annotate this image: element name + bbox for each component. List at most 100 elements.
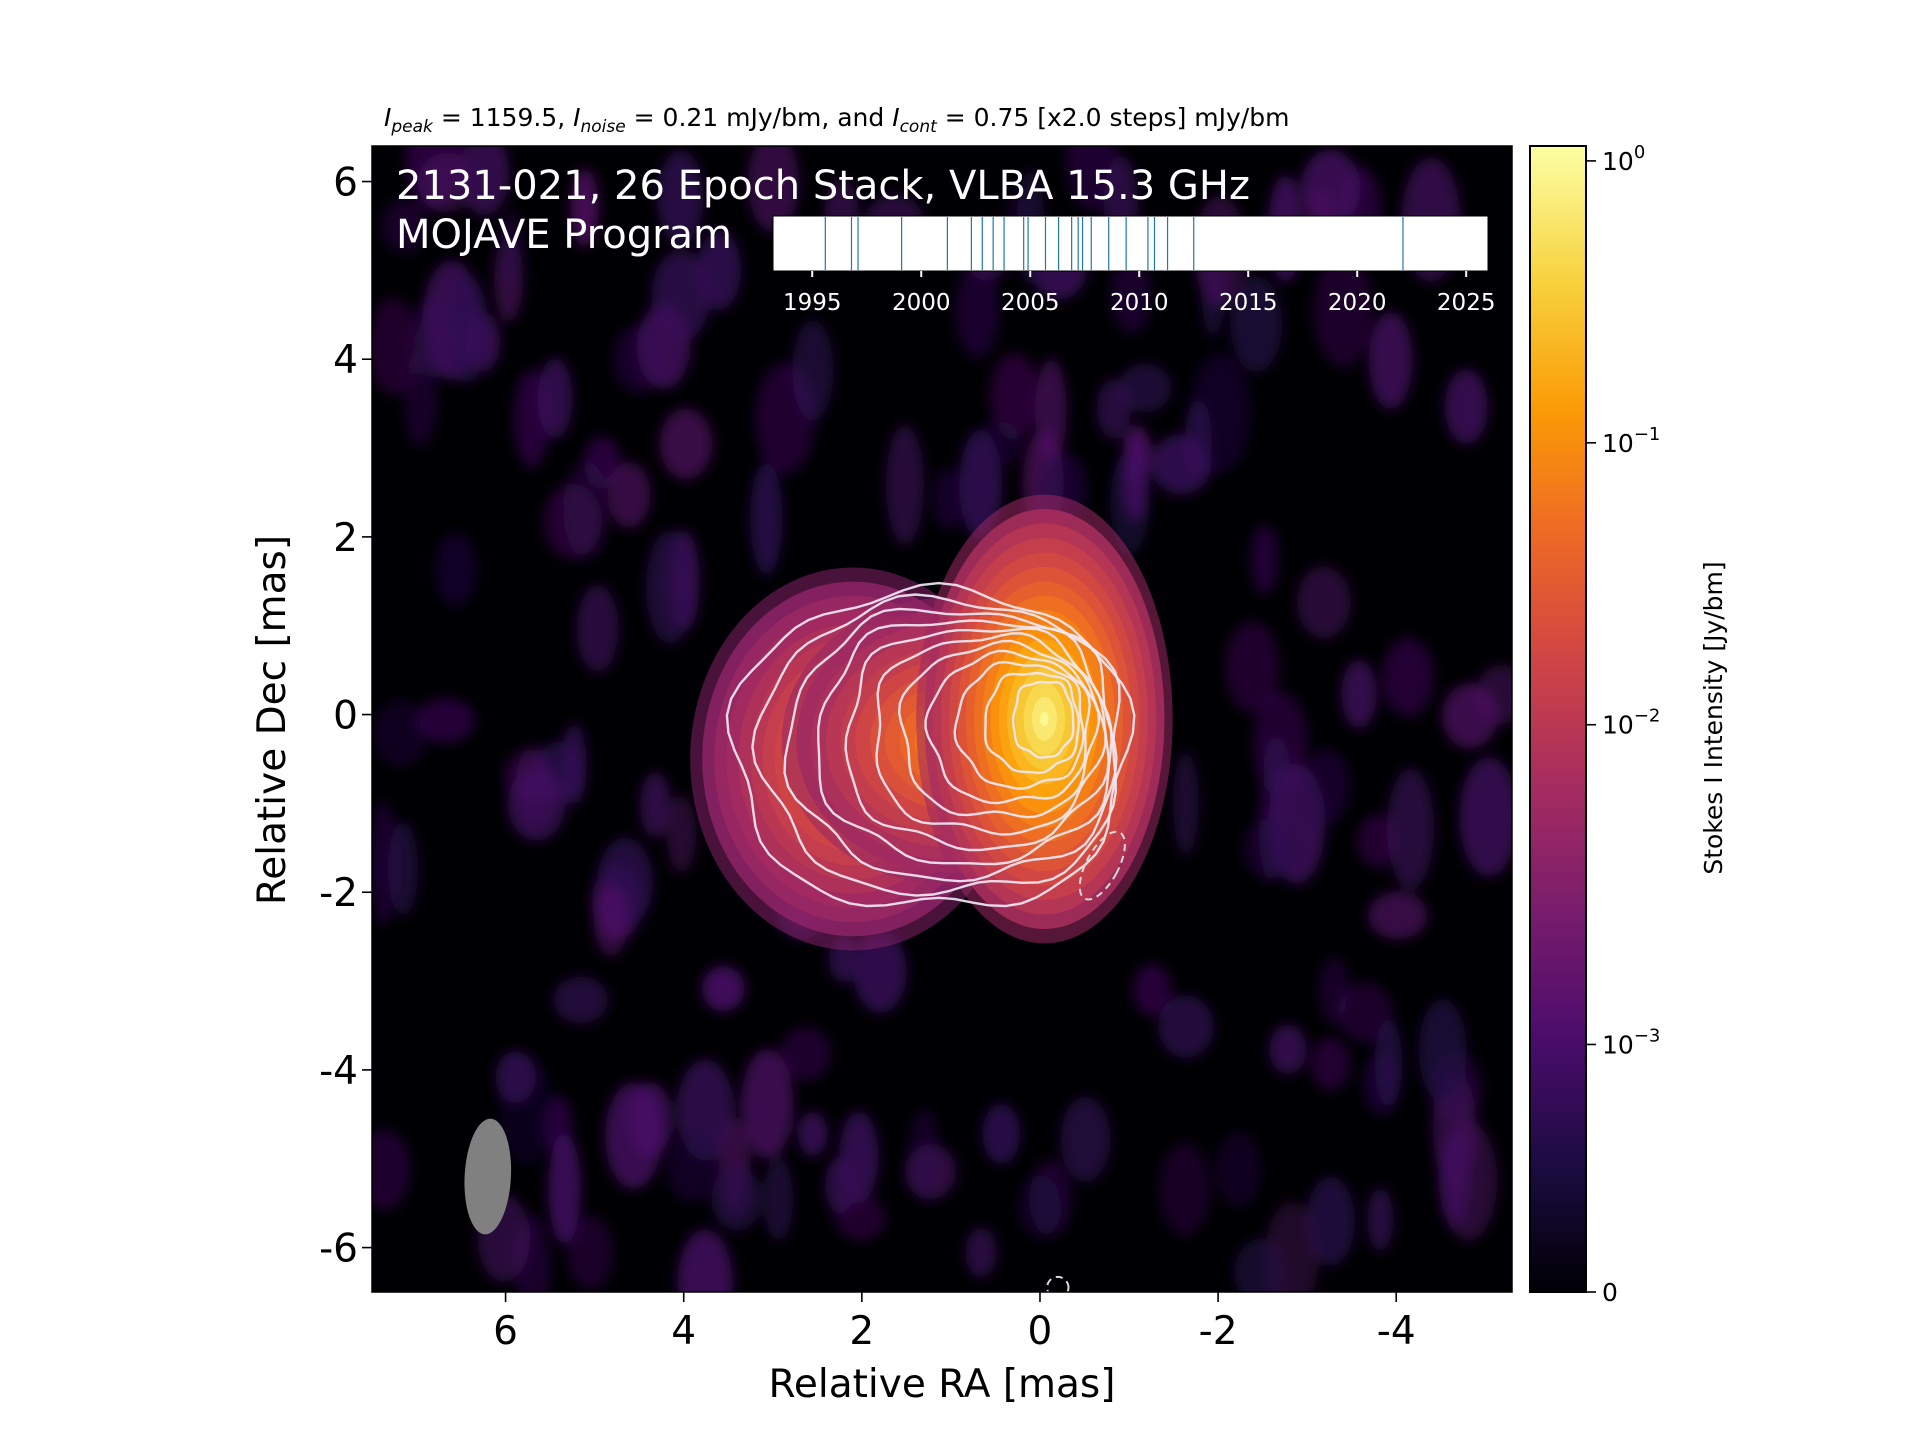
noise-blob [1368, 891, 1428, 940]
noise-blob [561, 723, 587, 806]
noise-blob [1243, 819, 1293, 879]
title-peak-sub: peak [390, 117, 434, 137]
noise-blob [1122, 435, 1148, 522]
contour-level [984, 671, 1080, 775]
noise-blob [567, 1215, 613, 1291]
y-tick-label: -4 [319, 1049, 358, 1094]
noise-blob [507, 767, 566, 841]
noise-blob [499, 210, 524, 286]
timeline-tick-label: 2000 [892, 290, 951, 316]
noise-blob [798, 1111, 828, 1157]
noise-blob [1251, 524, 1279, 595]
noise-blob [543, 483, 602, 560]
timeline-box [772, 215, 1489, 272]
noise-blob [1253, 691, 1308, 797]
noise-blob [839, 1111, 879, 1204]
noise-blob [1110, 255, 1152, 334]
noise-blob [1336, 982, 1394, 1043]
noise-blob [711, 1166, 762, 1231]
noise-blob [1319, 956, 1350, 1024]
noise-blob [576, 584, 619, 673]
noise-blob [666, 795, 697, 873]
colorbar-tick-exponent: −3 [1634, 1025, 1661, 1046]
timeline-tick-label: 2020 [1328, 290, 1387, 316]
noise-blob [750, 462, 783, 576]
y-axis-ticks: 6 4 2 0 -2 -4 -6 [319, 161, 372, 1272]
contour-level [783, 607, 1118, 883]
noise-blob [955, 264, 1000, 359]
noise-blob [1306, 1176, 1355, 1266]
noise-blob [1118, 363, 1172, 413]
source-annotation-line1: 2131-021, 26 Epoch Stack, VLBA 15.3 GHz [396, 163, 1250, 209]
noise-blob [1060, 1096, 1111, 1183]
colorbar-label: Stokes I Intensity [Jy/bm] [1699, 561, 1728, 874]
contour-level [725, 581, 1136, 908]
noise-blob [651, 250, 711, 342]
noise-blob [553, 976, 609, 1024]
noise-blob [965, 1227, 997, 1278]
noise-blob [1368, 311, 1413, 410]
noise-blob [1362, 1052, 1400, 1116]
noise-blob [1066, 146, 1116, 211]
title-cont-value: = 0.75 [x2.0 steps] mJy/bm [937, 103, 1290, 132]
noise-blob [1133, 964, 1172, 1016]
noise-blob [677, 1229, 733, 1292]
negative-contour [1046, 1275, 1070, 1292]
noise-blob [1438, 1129, 1471, 1227]
x-tick-label: 6 [493, 1309, 518, 1354]
colorbar-tick-exponent: −2 [1634, 706, 1661, 727]
title-noise-sub: noise [580, 117, 625, 137]
noise-blob [1096, 378, 1132, 440]
colorbar-tick-label: 100 [1602, 142, 1645, 176]
x-tick-label: 4 [671, 1309, 696, 1354]
title-noise-symbol: I [573, 103, 580, 132]
noise-blob [593, 884, 629, 957]
timeline-tick-label: 2025 [1437, 290, 1496, 316]
noise-blob [1215, 1132, 1261, 1208]
timeline-ticks: 1995 2000 2005 2010 2015 2020 2025 [783, 271, 1496, 316]
negative-contour [1078, 830, 1126, 901]
noise-blob [1234, 1238, 1287, 1292]
noise-blob [514, 369, 550, 468]
noise-blob [1269, 1024, 1307, 1075]
contour-level [1011, 680, 1075, 759]
noise-blob [387, 821, 419, 917]
contour-level [817, 619, 1113, 866]
colorbar-tick-label: 10−3 [1602, 1025, 1660, 1059]
contour-set [725, 581, 1136, 1292]
contour-level [953, 660, 1085, 790]
noise-blob [1313, 253, 1373, 368]
noise-blob [640, 772, 671, 838]
emission-core [1040, 711, 1049, 727]
noise-blob [666, 1130, 718, 1203]
timeline-tick-label: 2015 [1219, 290, 1278, 316]
noise-blob [1310, 1037, 1350, 1091]
noise-blob [629, 1082, 672, 1158]
noise-blob [1459, 757, 1512, 877]
title-peak-value: = 1159.5, [433, 103, 573, 132]
noise-blob [659, 408, 713, 480]
noise-blob [1190, 352, 1251, 474]
noise-blob [741, 1049, 794, 1159]
noise-blob [613, 325, 664, 394]
timeline-tick-label: 2005 [1001, 290, 1060, 316]
x-tick-label: -4 [1377, 1309, 1416, 1354]
y-tick-label: -6 [319, 1227, 358, 1272]
noise-blob [1296, 566, 1351, 639]
noise-blob [976, 421, 1023, 467]
source-annotation-line2: MOJAVE Program [396, 212, 732, 258]
x-tick-label: 0 [1028, 1309, 1053, 1354]
colorbar-tick-exponent: 0 [1634, 142, 1645, 163]
noise-blob [372, 298, 419, 395]
title-noise-value: = 0.21 mJy/bm, and [626, 103, 893, 132]
noise-blob [982, 1103, 1021, 1165]
noise-blob [702, 966, 745, 1012]
contour-level [897, 639, 1101, 819]
y-tick-label: 0 [333, 694, 358, 739]
noise-blob [1225, 621, 1280, 713]
noise-blob [607, 462, 651, 529]
y-tick-label: 2 [333, 516, 358, 561]
timeline-epoch-lines [824, 217, 1404, 270]
noise-blob [763, 1157, 794, 1242]
